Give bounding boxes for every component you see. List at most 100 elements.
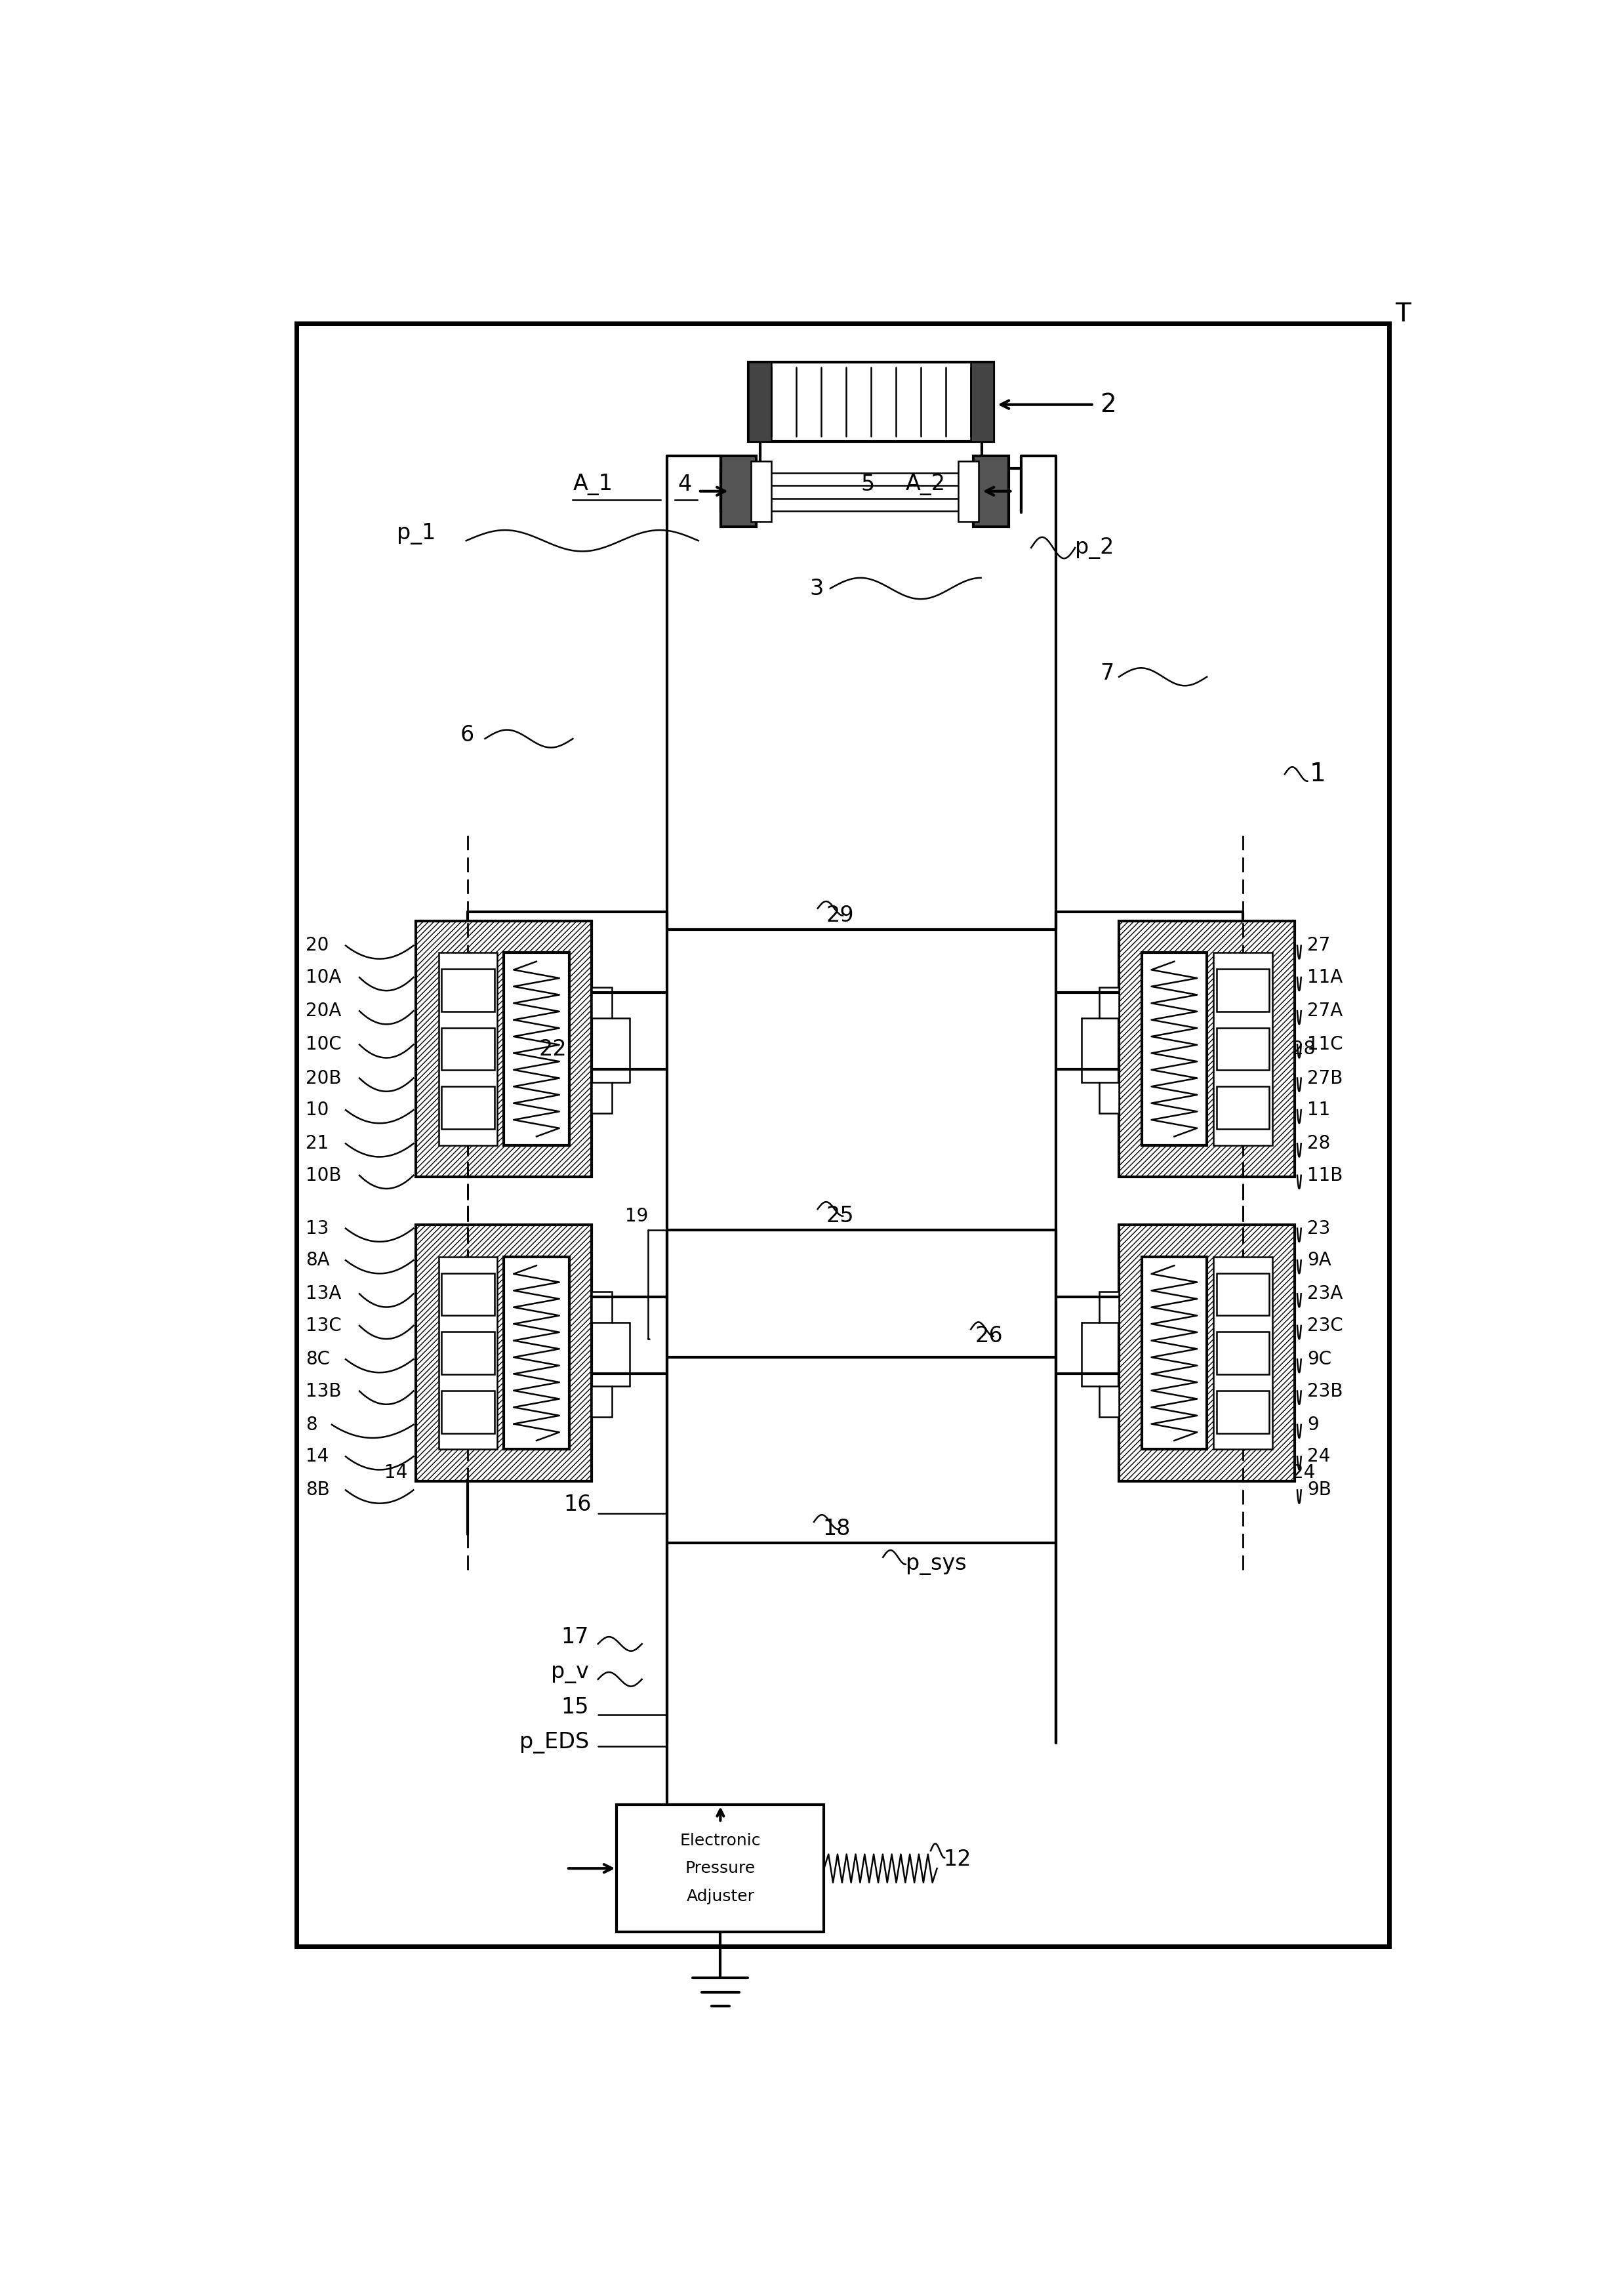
Bar <box>1217 1086 1268 1130</box>
Text: 23A: 23A <box>1307 1286 1343 1304</box>
Text: 25: 25 <box>826 1205 854 1226</box>
Bar <box>442 1029 494 1070</box>
Bar <box>442 1272 494 1316</box>
Text: 13: 13 <box>306 1219 329 1238</box>
Text: 14: 14 <box>384 1463 408 1481</box>
Text: 13C: 13C <box>306 1316 342 1334</box>
Text: 8B: 8B <box>306 1481 329 1499</box>
Text: A_2: A_2 <box>906 473 946 496</box>
Text: 11: 11 <box>1307 1100 1330 1118</box>
Text: 24: 24 <box>1293 1463 1315 1481</box>
Text: p_1: p_1 <box>397 523 436 544</box>
Bar <box>1119 1224 1294 1481</box>
Bar <box>591 1293 612 1322</box>
Text: A_1: A_1 <box>573 473 612 496</box>
Text: p_2: p_2 <box>1076 537 1115 558</box>
Text: 8C: 8C <box>306 1350 330 1368</box>
Text: T: T <box>1395 303 1411 326</box>
Text: 20A: 20A <box>306 1001 342 1019</box>
Text: 3: 3 <box>810 579 823 599</box>
Text: 24: 24 <box>1307 1446 1330 1465</box>
Bar <box>591 1387 612 1417</box>
Text: 29: 29 <box>826 905 854 925</box>
Text: 8A: 8A <box>306 1251 329 1270</box>
Text: 10A: 10A <box>306 969 342 987</box>
Bar <box>1098 1387 1119 1417</box>
Bar <box>959 461 978 521</box>
Text: 4: 4 <box>677 473 692 496</box>
Bar <box>296 324 1388 1947</box>
Text: 11A: 11A <box>1307 969 1343 987</box>
Bar <box>1217 1029 1268 1070</box>
Bar <box>1213 1256 1272 1449</box>
Bar <box>442 1332 494 1375</box>
Text: 19: 19 <box>625 1208 648 1226</box>
Text: 1: 1 <box>1311 762 1327 788</box>
Text: 9A: 9A <box>1307 1251 1332 1270</box>
Bar <box>504 1256 569 1449</box>
Text: 17: 17 <box>561 1626 590 1649</box>
Bar <box>748 363 993 441</box>
Text: 22: 22 <box>539 1038 567 1061</box>
Bar <box>1217 1272 1268 1316</box>
Text: 7: 7 <box>1100 664 1115 684</box>
Text: 15: 15 <box>561 1697 590 1717</box>
Bar <box>974 457 1009 526</box>
Text: 28: 28 <box>1293 1040 1315 1058</box>
Text: p_EDS: p_EDS <box>520 1731 590 1754</box>
Text: p_sys: p_sys <box>906 1554 966 1575</box>
Bar <box>442 1391 494 1433</box>
Text: 23B: 23B <box>1307 1382 1343 1401</box>
Bar <box>1213 953 1272 1146</box>
Text: 9C: 9C <box>1307 1350 1332 1368</box>
Bar <box>1098 1293 1119 1322</box>
Text: 27B: 27B <box>1307 1070 1343 1088</box>
Bar <box>1098 1081 1119 1114</box>
Text: 23C: 23C <box>1307 1316 1343 1334</box>
Text: 14: 14 <box>306 1446 329 1465</box>
Text: 27A: 27A <box>1307 1001 1343 1019</box>
Bar <box>1142 953 1207 1146</box>
Text: 18: 18 <box>823 1518 850 1541</box>
Text: Adjuster: Adjuster <box>687 1890 755 1903</box>
Bar <box>617 1805 825 1931</box>
Bar <box>439 953 497 1146</box>
Text: 9: 9 <box>1307 1414 1319 1433</box>
Bar <box>757 498 974 512</box>
Text: 23: 23 <box>1307 1219 1330 1238</box>
Text: 9B: 9B <box>1307 1481 1332 1499</box>
Bar <box>504 953 569 1146</box>
Text: 10: 10 <box>306 1100 329 1118</box>
Bar <box>416 1224 591 1481</box>
Text: 20: 20 <box>306 937 329 955</box>
Bar <box>748 363 771 441</box>
Text: 6: 6 <box>460 723 473 746</box>
Text: p_v: p_v <box>551 1662 590 1683</box>
Bar <box>1217 1391 1268 1433</box>
Bar <box>442 969 494 1013</box>
Bar <box>1098 987 1119 1017</box>
Bar <box>1119 921 1294 1178</box>
Bar <box>439 1256 497 1449</box>
Text: 11B: 11B <box>1307 1166 1343 1185</box>
Text: 10C: 10C <box>306 1035 342 1054</box>
Text: Electronic: Electronic <box>680 1832 761 1848</box>
Text: 8: 8 <box>306 1414 318 1433</box>
Text: Pressure: Pressure <box>685 1860 755 1876</box>
Bar <box>1217 1332 1268 1375</box>
Text: 26: 26 <box>975 1325 1003 1348</box>
Bar <box>1142 1256 1207 1449</box>
Bar <box>752 461 771 521</box>
Text: 27: 27 <box>1307 937 1330 955</box>
Bar <box>721 457 757 526</box>
Bar <box>757 473 974 484</box>
Bar <box>1217 969 1268 1013</box>
Bar <box>591 1081 612 1114</box>
Text: 2: 2 <box>1100 393 1116 418</box>
Text: 5: 5 <box>860 473 875 496</box>
Text: 10B: 10B <box>306 1166 342 1185</box>
Text: 13A: 13A <box>306 1286 342 1304</box>
Bar <box>591 987 612 1017</box>
Text: 16: 16 <box>564 1492 591 1515</box>
Text: 11C: 11C <box>1307 1035 1343 1054</box>
